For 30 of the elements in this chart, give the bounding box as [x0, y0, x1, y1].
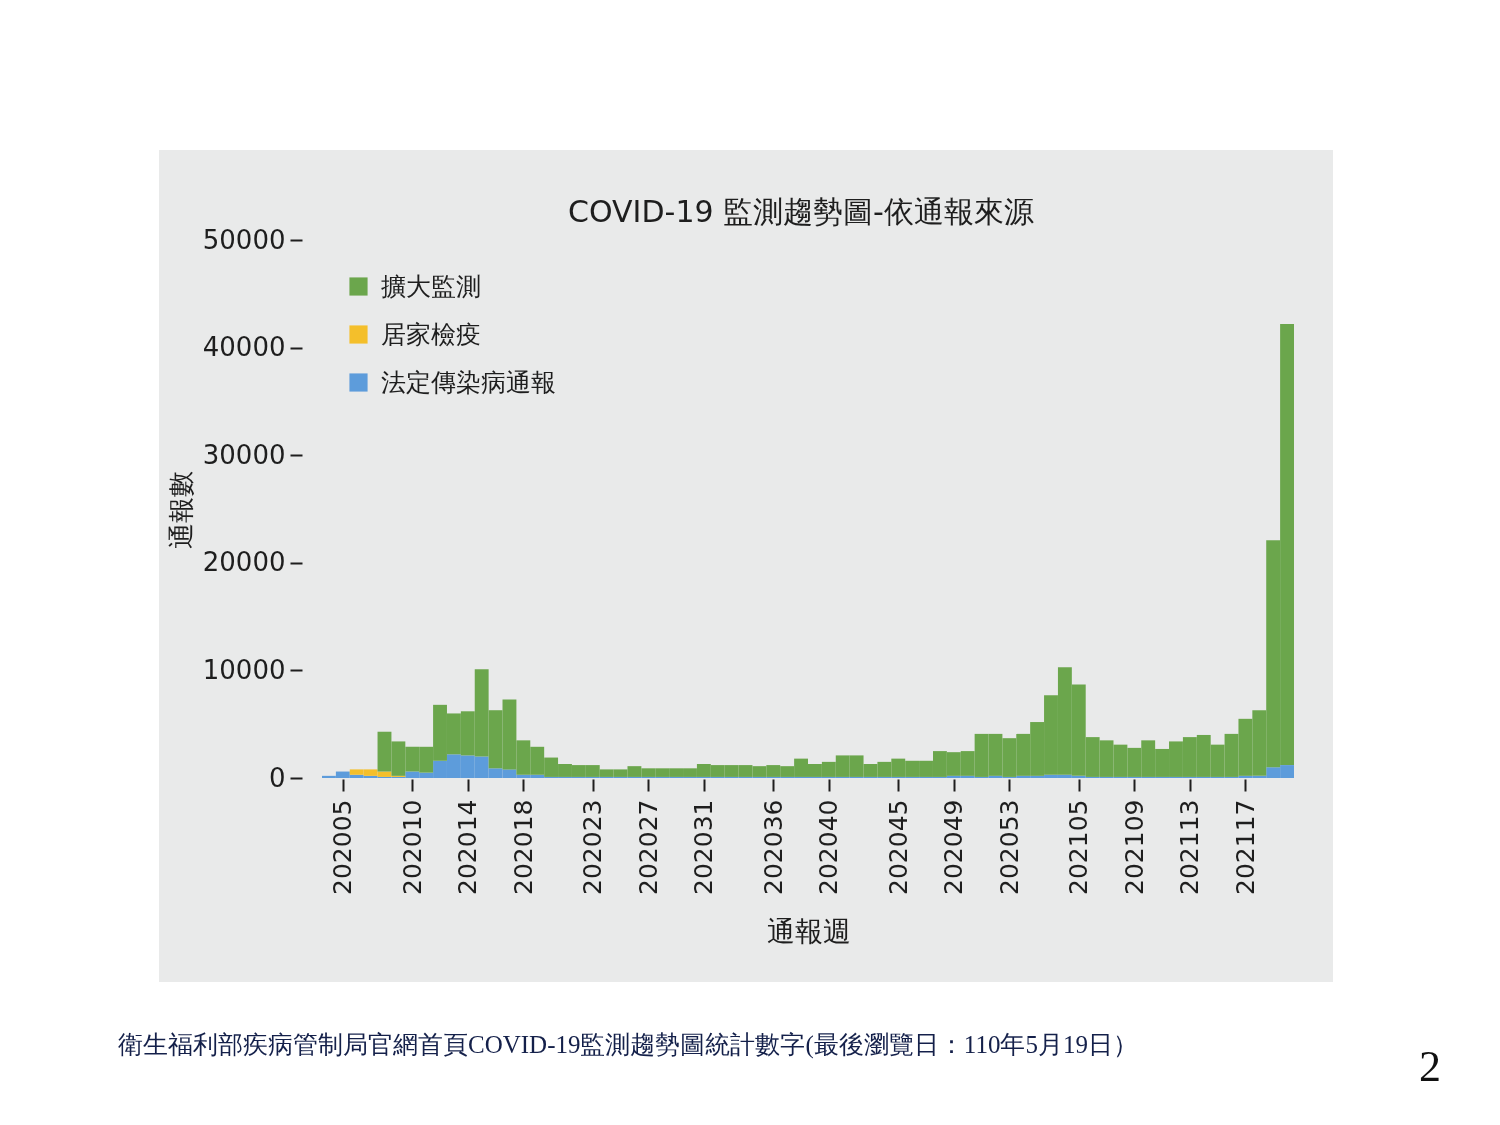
legend-label: 法定傳染病通報 [381, 367, 556, 397]
x-tick-label: 202036 [758, 799, 788, 895]
y-tick-label: 0 [268, 762, 286, 793]
x-tick-label: 202053 [994, 799, 1024, 895]
x-tick-label: 202105 [1064, 799, 1094, 895]
y-tick-label: 10000 [202, 654, 286, 685]
x-tick-label: 202018 [508, 799, 538, 895]
x-axis-title: 通報週 [766, 914, 851, 948]
text: 2 [1419, 1042, 1441, 1091]
x-tick-label: 202027 [633, 799, 663, 895]
x-tick-label: 202117 [1230, 799, 1260, 895]
x-tick-label: 202045 [883, 799, 913, 895]
x-tick-label: 202031 [689, 799, 719, 895]
y-tick-label: 30000 [202, 439, 286, 470]
x-tick-label: 202014 [453, 799, 483, 895]
x-tick-label: 202010 [397, 799, 427, 895]
x-tick-label: 202049 [939, 799, 969, 895]
x-tick-label: 202023 [578, 799, 608, 895]
y-axis-title: 通報數 [165, 470, 196, 549]
x-tick-label: 202113 [1175, 799, 1205, 895]
legend-label: 居家檢疫 [381, 319, 481, 349]
x-tick-label: 202040 [814, 799, 844, 895]
chart-title: COVID-19 監測趨勢圖-依通報來源 [568, 194, 1034, 229]
x-tick-label: 202005 [328, 799, 358, 895]
y-tick-label: 20000 [202, 547, 286, 578]
legend-label: 擴大監測 [381, 271, 481, 301]
y-tick-label: 50000 [202, 224, 286, 255]
x-tick-label: 202109 [1119, 799, 1149, 895]
text: 衛生福利部疾病管制局官網首頁COVID-19監測趨勢圖統計數字(最後瀏覽日：110年5月19日） [118, 1031, 1138, 1059]
y-tick-label: 40000 [202, 332, 286, 363]
